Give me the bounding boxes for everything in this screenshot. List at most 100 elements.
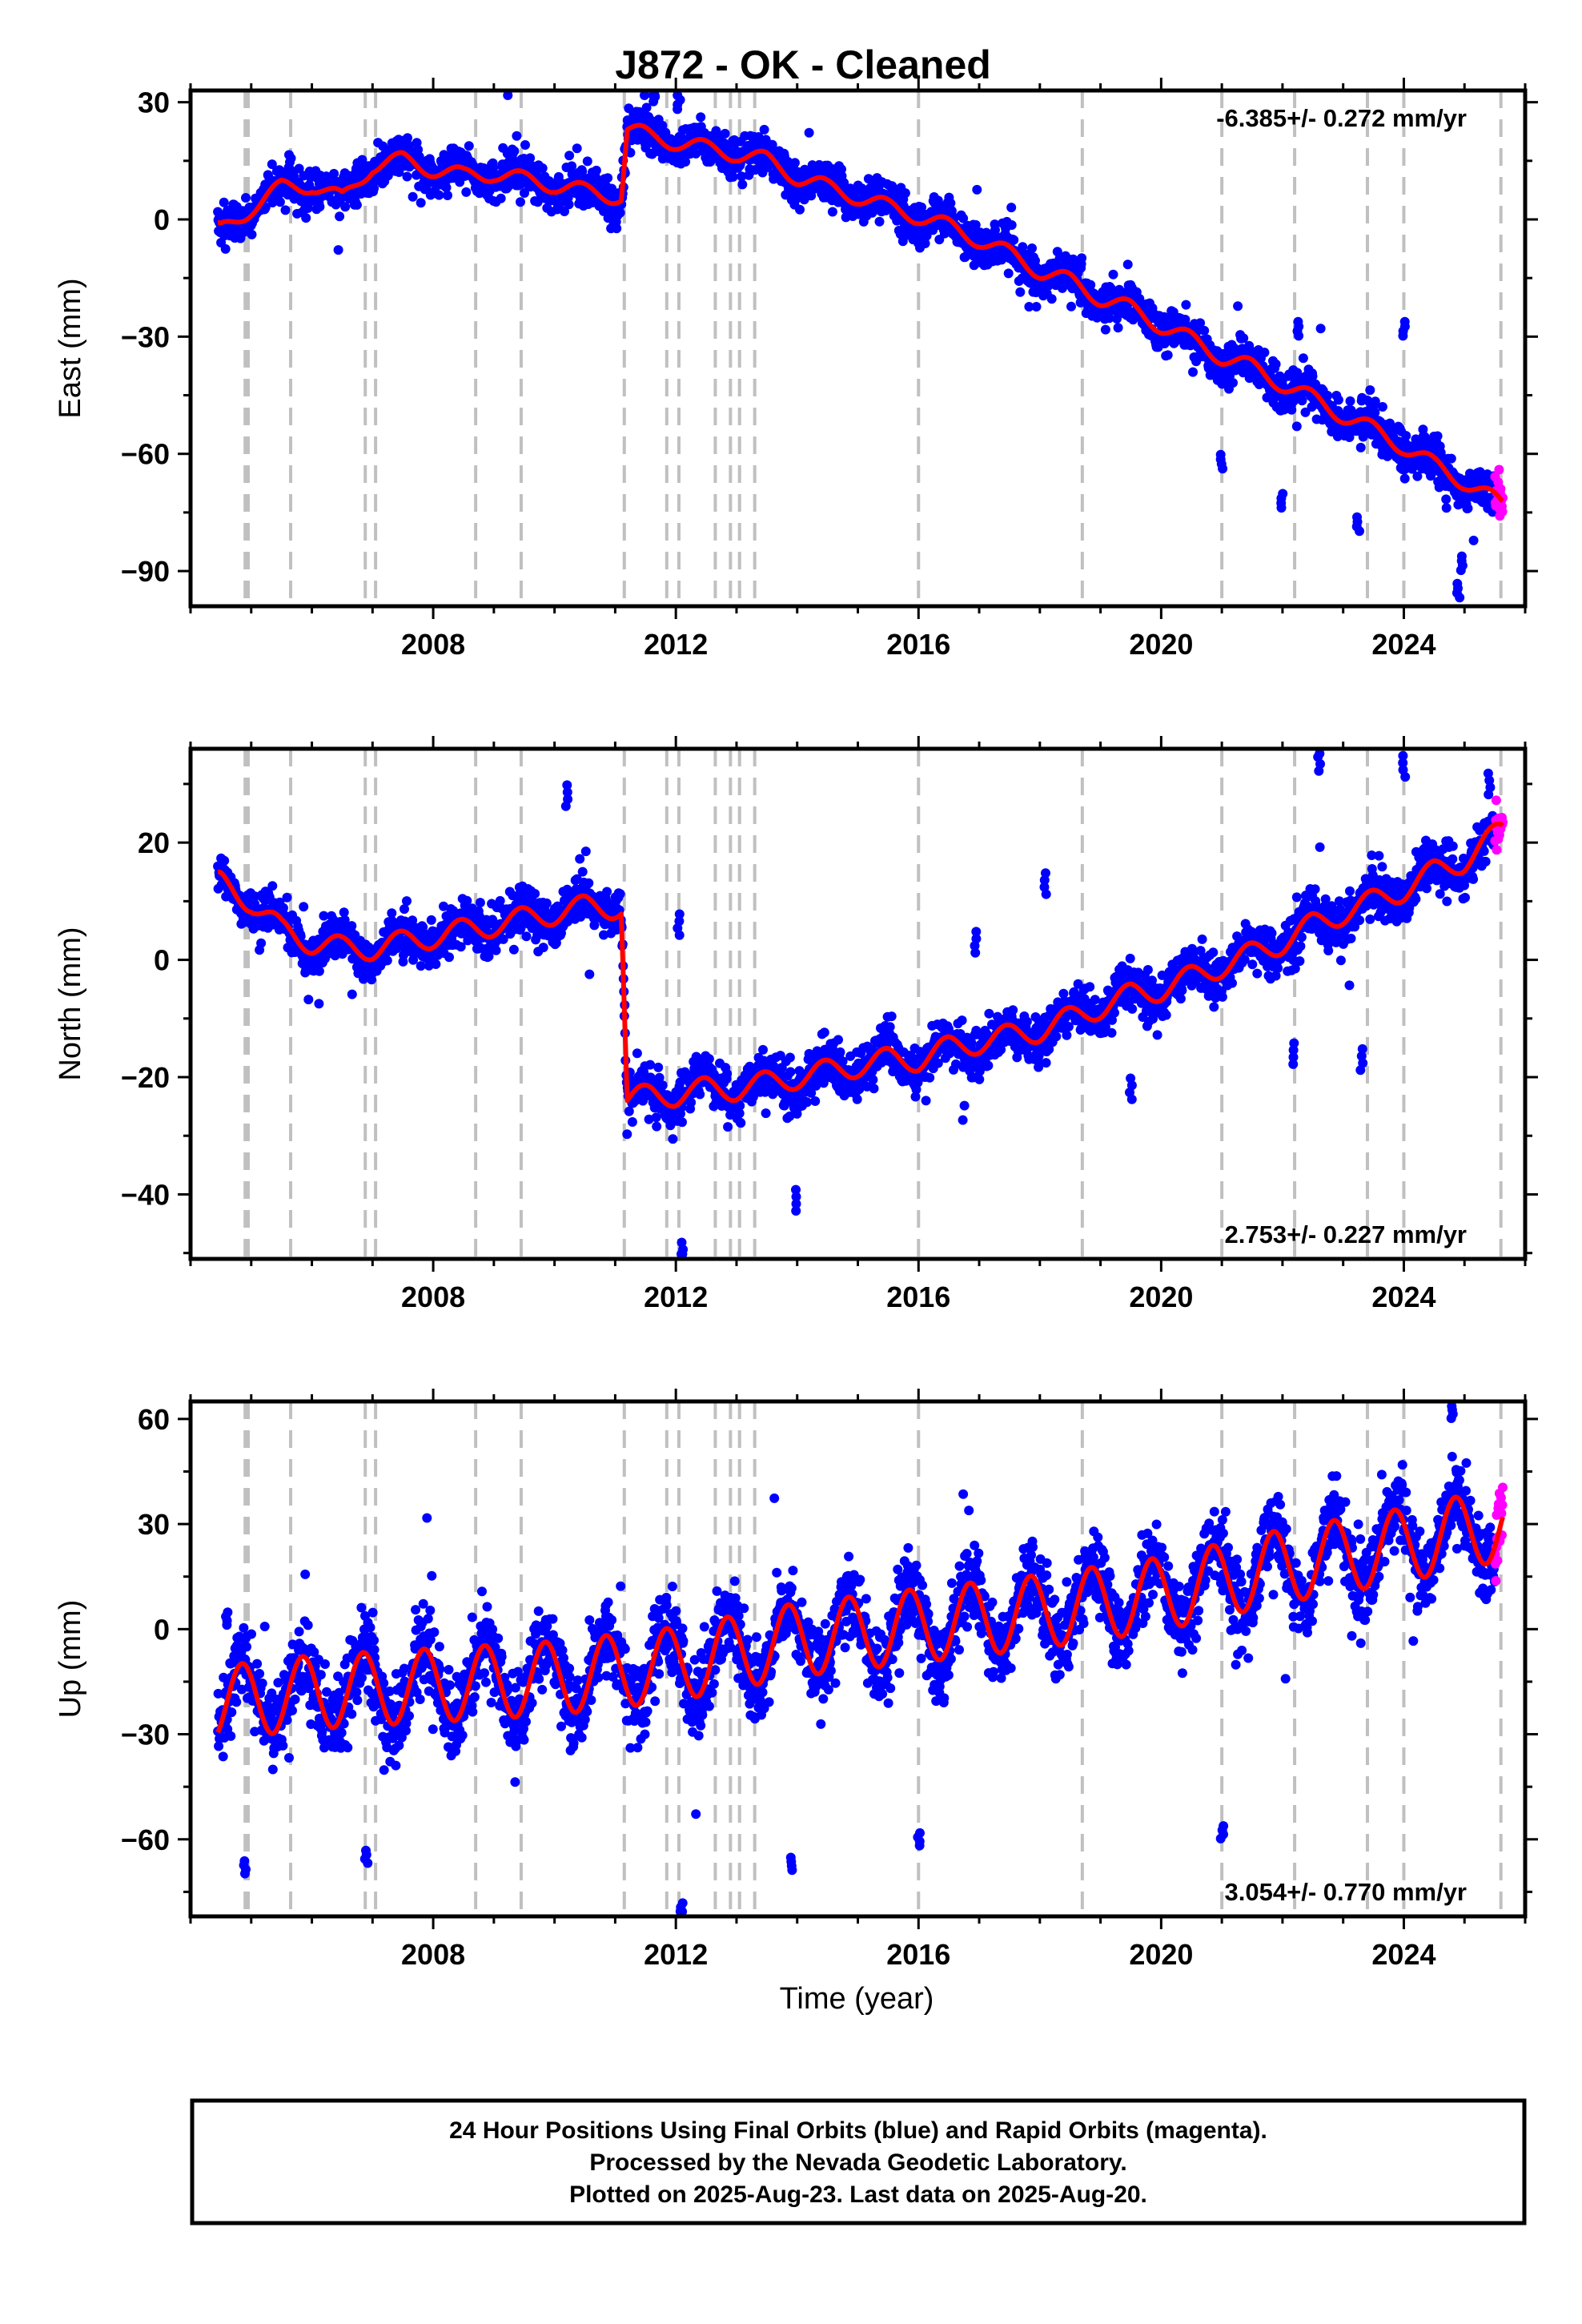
north-event-lines: [243, 749, 1503, 1259]
north-point: [521, 931, 532, 942]
east-point: [1162, 350, 1173, 360]
east-outlier-point: [1215, 449, 1226, 460]
east-point: [275, 197, 285, 207]
east-outlier-point: [1278, 489, 1288, 499]
east-point: [294, 163, 304, 174]
north-point: [925, 1072, 935, 1083]
chart-title: J872 - OK - Cleaned: [615, 42, 991, 87]
east-point: [340, 202, 351, 212]
north-point: [957, 1015, 967, 1026]
east-point: [1441, 503, 1452, 513]
north-point: [256, 938, 267, 948]
east-point: [1497, 507, 1508, 517]
east-point: [612, 223, 622, 234]
north-point: [1008, 1005, 1018, 1015]
north-point: [958, 1115, 968, 1125]
east-point: [1377, 402, 1387, 412]
north-point: [810, 1096, 821, 1106]
east-point: [1298, 353, 1308, 364]
east-point: [1259, 348, 1270, 358]
east-point: [1077, 253, 1087, 263]
east-point: [1006, 203, 1017, 213]
north-point: [869, 1084, 879, 1094]
east-point: [582, 156, 592, 167]
north-point: [868, 1075, 878, 1085]
north-point: [584, 878, 594, 888]
north-point: [584, 969, 595, 979]
east-point: [357, 155, 367, 165]
east-rate-text: -6.385+/- 0.272 mm/yr: [1216, 104, 1467, 132]
east-point: [434, 190, 444, 200]
east-point: [564, 199, 574, 210]
east-point: [394, 167, 404, 177]
east-point: [603, 173, 613, 183]
north-point: [314, 999, 324, 1009]
east-point: [443, 191, 452, 200]
east-point: [1291, 421, 1302, 432]
north-point: [538, 943, 548, 953]
north-point: [577, 866, 588, 877]
east-point: [503, 90, 513, 100]
east-point: [1188, 367, 1198, 377]
east-point: [335, 211, 345, 222]
east-point: [1333, 395, 1343, 405]
north-point: [475, 898, 485, 908]
east-point: [1009, 235, 1019, 245]
east-point: [737, 179, 748, 190]
east-y-tick-label--90: −90: [121, 555, 170, 588]
east-point: [759, 124, 769, 135]
north-point: [444, 952, 454, 963]
east-ylabel: East (mm): [54, 278, 87, 418]
east-point: [1031, 302, 1042, 312]
east-point: [247, 229, 257, 239]
east-point: [496, 193, 506, 203]
east-point: [509, 146, 520, 156]
north-point: [704, 1054, 714, 1064]
east-point: [560, 207, 569, 216]
north-point: [885, 1022, 895, 1032]
east-point: [516, 197, 525, 207]
east-point: [461, 187, 472, 197]
east-point: [1468, 535, 1479, 545]
east-y-tick-label-0: 0: [154, 203, 170, 236]
east-point: [1233, 301, 1243, 312]
north-point: [819, 1027, 829, 1038]
north-point: [959, 1100, 970, 1111]
north-point: [282, 892, 292, 903]
north-point: [299, 902, 309, 912]
north-point: [632, 1048, 642, 1059]
east-x-tick-label-2008: 2008: [401, 628, 465, 661]
east-point: [1463, 503, 1473, 513]
north-point: [802, 1097, 813, 1108]
north-point: [530, 889, 540, 899]
east-point: [795, 204, 805, 215]
north-point: [761, 1108, 771, 1119]
east-point: [1271, 359, 1281, 369]
north-point: [431, 959, 441, 969]
east-point: [625, 147, 636, 158]
east-point: [572, 143, 582, 154]
east-point: [369, 183, 379, 194]
east-point: [804, 127, 814, 138]
north-point: [580, 846, 591, 857]
east-point: [789, 158, 800, 168]
east-point: [1355, 442, 1366, 452]
east-x-tick-label-2012: 2012: [644, 628, 708, 661]
north-point: [508, 944, 519, 955]
north-point: [785, 1067, 796, 1077]
north-point: [602, 887, 612, 897]
east-point: [1006, 220, 1017, 230]
north-point: [921, 1096, 931, 1106]
east-point: [874, 216, 885, 227]
east-point: [1228, 378, 1238, 388]
east-point: [1399, 473, 1410, 484]
east-point: [503, 182, 513, 191]
east-point: [564, 151, 575, 161]
east-point: [315, 202, 325, 212]
east-point: [1108, 269, 1118, 279]
east-outlier-point: [1352, 512, 1362, 522]
east-point: [280, 205, 291, 215]
north-point: [314, 966, 324, 976]
east-point: [520, 188, 529, 198]
